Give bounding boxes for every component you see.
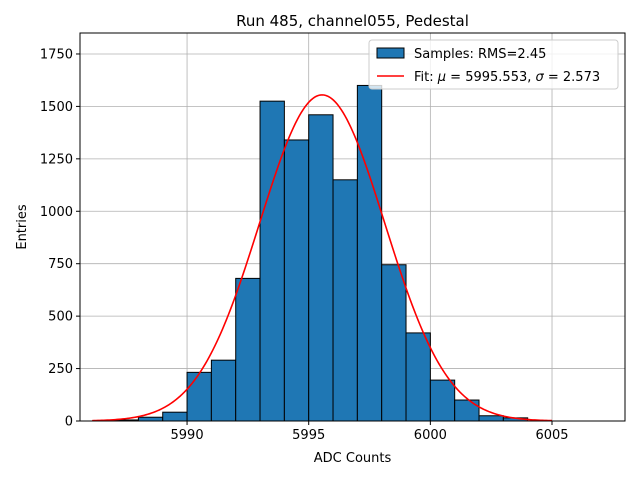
y-axis-title: Entries (15, 204, 30, 250)
histogram-bar (405, 332, 431, 422)
histogram-bar (137, 416, 164, 422)
histogram-bar (259, 100, 285, 422)
legend-fit-mu-symbol: μ (437, 70, 446, 85)
x-axis-title: ADC Counts (314, 451, 392, 466)
histogram-bar (478, 415, 504, 422)
legend-box (368, 39, 619, 90)
chart-title: Run 485, channel055, Pedestal (236, 12, 469, 30)
gaussian-fit-curve (92, 94, 553, 422)
histogram-bar (162, 411, 188, 422)
y-tick-label: 1000 (40, 205, 73, 220)
legend-fit-prefix: Fit: (414, 70, 438, 85)
legend-swatch-samples (376, 47, 405, 59)
histogram-bar (356, 84, 383, 422)
legend-label-samples: Samples: RMS=2.45 (414, 47, 546, 62)
legend-fit-sigma-value: = 2.573 (544, 70, 600, 85)
y-tick-label: 1250 (40, 152, 73, 167)
y-tick-label: 500 (48, 310, 73, 325)
histogram-bar (332, 179, 358, 422)
legend-label-fit: Fit: μ = 5995.553, σ = 2.573 (414, 70, 600, 85)
histogram-bar (283, 139, 310, 422)
y-tick-label: 1750 (40, 47, 73, 62)
x-tick-label: 5990 (171, 428, 204, 443)
y-tick-label: 0 (65, 415, 73, 430)
x-tick-label: 6005 (535, 428, 568, 443)
y-tick-label: 750 (48, 257, 73, 272)
legend-fit-sigma-symbol: σ (536, 70, 545, 85)
y-tick-label: 250 (48, 362, 73, 377)
histogram-bar (186, 371, 212, 422)
histogram-bars (113, 84, 529, 422)
y-tick-label: 1500 (40, 100, 73, 115)
plot-frame (79, 32, 626, 422)
x-tick-label: 5995 (292, 428, 325, 443)
histogram-bar (210, 359, 237, 422)
histogram-bar (308, 114, 334, 422)
legend: Samples: RMS=2.45 Fit: μ = 5995.553, σ =… (368, 39, 619, 90)
histogram-bar (454, 399, 480, 422)
legend-fit-mu-value: = 5995.553, (446, 70, 535, 85)
histogram-bar (235, 277, 261, 422)
fit-curve-layer (92, 94, 553, 422)
x-tick-label: 6000 (414, 428, 447, 443)
histogram-bar (381, 264, 407, 422)
histogram-bar (429, 379, 456, 422)
axis-ticks: 5990 5995 6000 6005 0 250 500 750 1000 1250 1500 17… (40, 47, 569, 443)
